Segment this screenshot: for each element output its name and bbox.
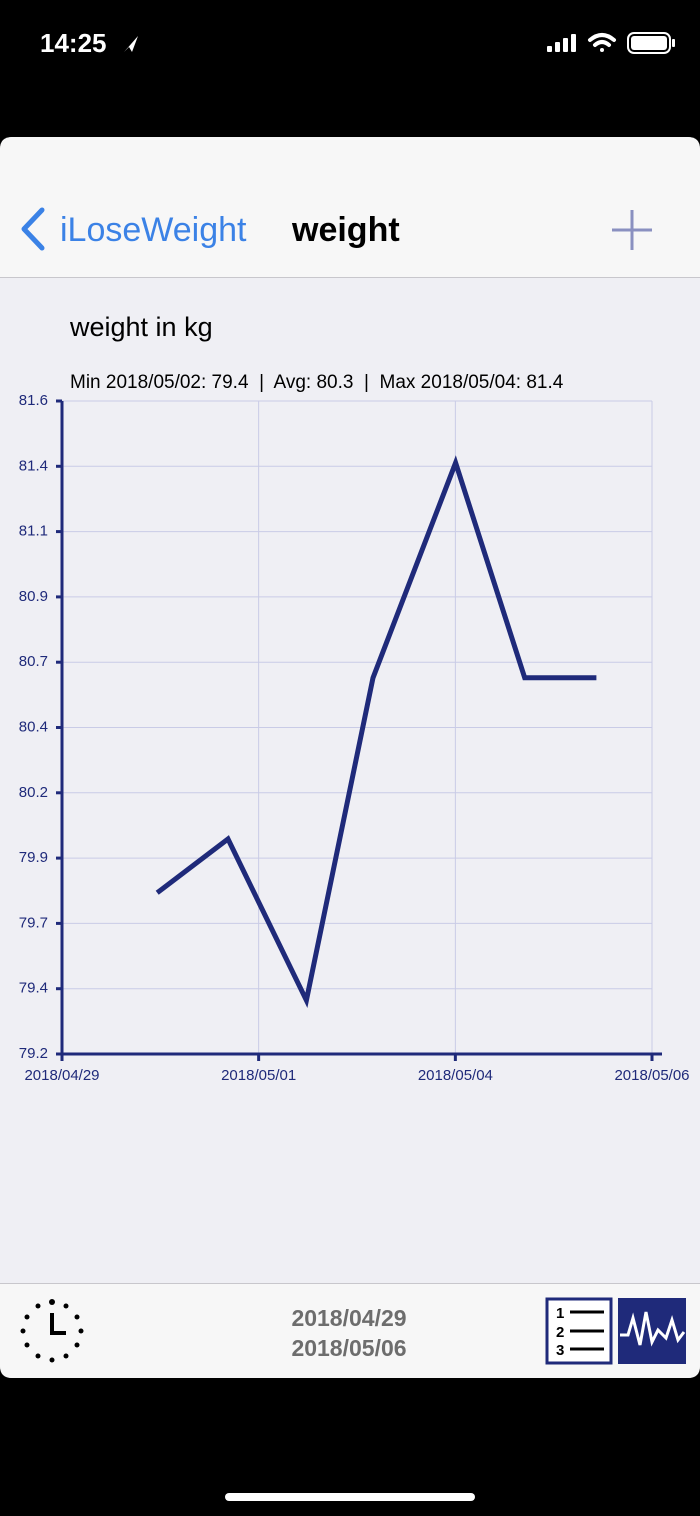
chart-subtitle: Min 2018/05/02: 79.4 | Avg: 80.3 | Max 2…	[70, 372, 564, 393]
location-icon	[124, 36, 138, 52]
y-tick-label: 79.2	[19, 1045, 48, 1062]
status-time: 14:25	[40, 28, 107, 58]
y-tick-label: 80.2	[19, 784, 48, 801]
y-tick-label: 81.4	[19, 457, 48, 474]
y-tick-label: 81.6	[19, 392, 48, 409]
clock-button[interactable]	[20, 1299, 84, 1363]
date-range-start: 2018/04/29	[291, 1305, 406, 1331]
chart-title: weight in kg	[69, 312, 213, 342]
x-tick-label: 2018/05/06	[614, 1067, 689, 1084]
chart-button[interactable]	[618, 1298, 686, 1364]
svg-text:3: 3	[556, 1342, 564, 1359]
y-tick-label: 79.7	[19, 914, 48, 931]
footer-bar	[0, 1283, 700, 1378]
y-tick-label: 80.7	[19, 653, 48, 670]
x-tick-label: 2018/05/01	[221, 1067, 296, 1084]
back-chevron[interactable]	[21, 207, 45, 251]
svg-text:2: 2	[556, 1324, 564, 1341]
home-indicator	[225, 1493, 475, 1501]
app-card	[0, 137, 700, 1378]
list-button[interactable]: 1 2 3	[545, 1297, 613, 1365]
nav-bar	[0, 137, 700, 277]
svg-text:1: 1	[556, 1305, 564, 1322]
add-button[interactable]	[612, 210, 652, 250]
y-tick-label: 79.4	[19, 980, 48, 997]
date-range-end: 2018/05/06	[291, 1335, 406, 1361]
plot: 79.2 79.4 79.7 79.9 80.2 80.4 80.7 80.9 81.1 81.4…	[19, 392, 690, 1084]
back-button[interactable]: iLoseWeight	[21, 207, 247, 251]
y-tick-label: 80.9	[19, 588, 48, 605]
x-tick-label: 2018/04/29	[24, 1067, 99, 1084]
wifi-icon	[588, 33, 616, 52]
battery-icon	[627, 32, 671, 54]
weight-line	[155, 455, 597, 1008]
signal-icon	[547, 34, 576, 52]
y-tick-label: 80.4	[19, 718, 48, 735]
battery-level	[631, 36, 667, 50]
y-tick-label: 79.9	[19, 849, 48, 866]
x-tick-label: 2018/05/04	[418, 1067, 493, 1084]
y-tick-label: 81.1	[19, 523, 48, 540]
nav-title: weight	[291, 211, 400, 249]
battery-tip	[672, 39, 675, 47]
back-label[interactable]: iLoseWeight	[60, 211, 247, 249]
